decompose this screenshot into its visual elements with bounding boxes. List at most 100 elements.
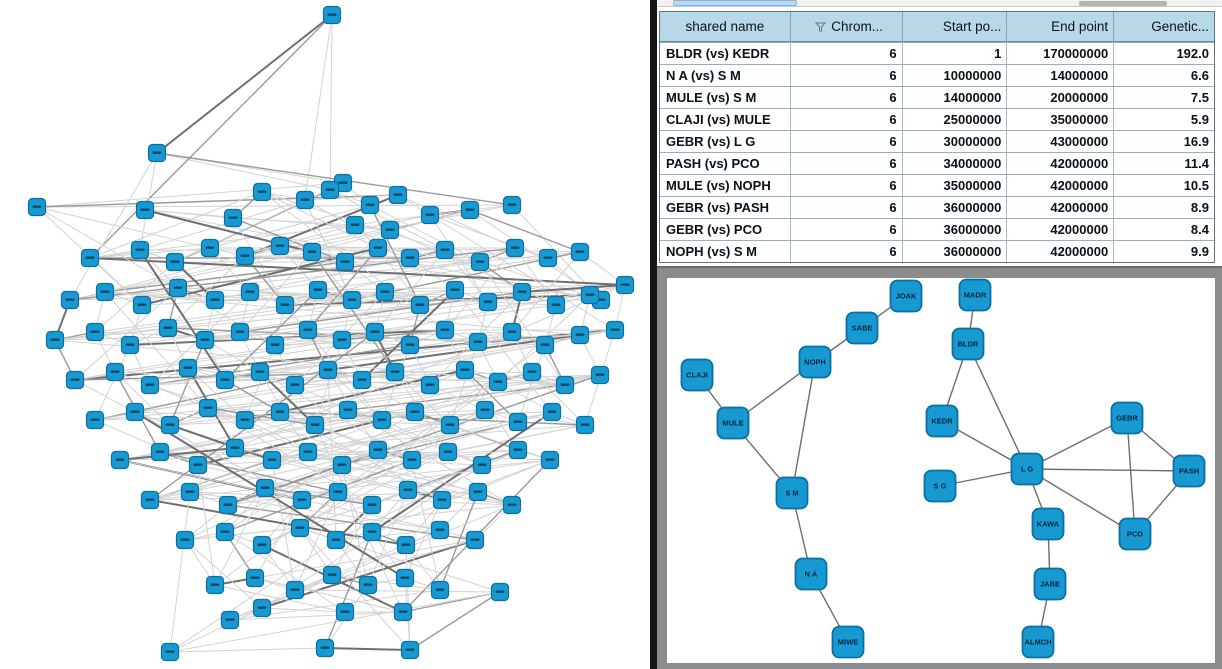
table-cell[interactable]: 192.0 — [1176, 46, 1209, 61]
graph-node[interactable]: N A — [794, 557, 828, 591]
table-row[interactable]: GEBR (vs) PCO 6 36000000 42000000 8.4 — [660, 218, 1214, 240]
graph-node[interactable] — [538, 248, 558, 268]
graph-node[interactable] — [132, 295, 152, 315]
table-cell[interactable]: NOPH (vs) S M — [660, 241, 791, 262]
graph-node[interactable]: S G — [923, 469, 957, 503]
table-row[interactable]: GEBR (vs) L G 6 30000000 43000000 16.9 — [660, 130, 1214, 152]
graph-node[interactable] — [332, 455, 352, 475]
graph-node[interactable] — [502, 322, 522, 342]
table-cell[interactable]: 11.4 — [1184, 156, 1209, 171]
graph-node[interactable] — [478, 292, 498, 312]
table-cell[interactable]: 10000000 — [903, 65, 1008, 86]
graph-node[interactable] — [508, 440, 528, 460]
graph-node[interactable]: S M — [775, 476, 809, 510]
graph-node[interactable] — [410, 295, 430, 315]
graph-node[interactable] — [178, 358, 198, 378]
graph-node[interactable] — [540, 450, 560, 470]
graph-node[interactable] — [218, 495, 238, 515]
graph-node[interactable] — [430, 520, 450, 540]
graph-node[interactable] — [358, 575, 378, 595]
graph-node[interactable] — [298, 320, 318, 340]
table-cell[interactable]: 9.9 — [1190, 244, 1209, 259]
table-cell[interactable]: 14000000 — [1007, 65, 1115, 86]
overview-network-canvas[interactable] — [0, 0, 650, 669]
graph-node[interactable] — [420, 375, 440, 395]
graph-node[interactable] — [195, 330, 215, 350]
graph-node[interactable] — [368, 440, 388, 460]
graph-node[interactable] — [175, 530, 195, 550]
graph-node[interactable] — [468, 482, 488, 502]
graph-edge[interactable] — [1026, 417, 1128, 470]
table-cell[interactable]: 6 — [791, 219, 903, 240]
table-cell[interactable]: 6 — [791, 197, 903, 218]
graph-node[interactable] — [295, 190, 315, 210]
graph-node[interactable] — [440, 415, 460, 435]
table-cell[interactable]: N A (vs) S M — [660, 65, 791, 86]
table-cell[interactable]: 36000000 — [903, 197, 1008, 218]
graph-node[interactable] — [570, 325, 590, 345]
graph-edge[interactable] — [1126, 417, 1136, 535]
graph-node[interactable] — [352, 370, 372, 390]
table-cell[interactable]: 20000000 — [1007, 87, 1115, 108]
graph-node[interactable] — [460, 200, 480, 220]
graph-node[interactable] — [342, 290, 362, 310]
graph-node[interactable] — [262, 450, 282, 470]
graph-node[interactable] — [522, 362, 542, 382]
graph-node[interactable] — [225, 438, 245, 458]
table-cell[interactable]: 6 — [791, 65, 903, 86]
graph-node[interactable] — [360, 195, 380, 215]
graph-node[interactable] — [205, 575, 225, 595]
graph-node[interactable]: PCO — [1118, 517, 1152, 551]
graph-node[interactable] — [488, 372, 508, 392]
graph-node[interactable] — [95, 282, 115, 302]
graph-node[interactable] — [542, 402, 562, 422]
graph-node[interactable] — [400, 335, 420, 355]
graph-node[interactable] — [180, 482, 200, 502]
table-cell[interactable]: 35000000 — [1007, 109, 1115, 130]
table-row[interactable]: MULE (vs) S M 6 14000000 20000000 7.5 — [660, 86, 1214, 108]
graph-node[interactable] — [235, 246, 255, 266]
table-cell[interactable]: CLAJI (vs) MULE — [660, 109, 791, 130]
graph-node[interactable] — [252, 182, 272, 202]
graph-node[interactable] — [308, 280, 328, 300]
detail-network-canvas[interactable]: JOAK SABE NOPH CLAJI MULE S M N A MIWE MADR BLDR K… — [667, 278, 1215, 663]
graph-node[interactable] — [215, 370, 235, 390]
graph-node[interactable] — [430, 580, 450, 600]
table-cell[interactable]: 6 — [791, 109, 903, 130]
graph-node[interactable] — [502, 495, 522, 515]
graph-node[interactable] — [302, 242, 322, 262]
graph-node[interactable] — [512, 282, 532, 302]
table-cell[interactable]: 34000000 — [903, 153, 1008, 174]
graph-node[interactable] — [160, 415, 180, 435]
graph-node[interactable]: SABE — [845, 311, 879, 345]
graph-node[interactable] — [465, 530, 485, 550]
graph-node[interactable] — [285, 580, 305, 600]
graph-node[interactable] — [375, 282, 395, 302]
graph-node[interactable] — [590, 365, 610, 385]
scrollbar-thumb-secondary[interactable] — [1079, 1, 1167, 6]
graph-node[interactable] — [335, 602, 355, 622]
table-cell[interactable]: 14000000 — [903, 87, 1008, 108]
graph-node[interactable] — [420, 205, 440, 225]
graph-node[interactable] — [245, 568, 265, 588]
table-cell[interactable]: 25000000 — [903, 109, 1008, 130]
table-cell[interactable]: 42000000 — [1007, 153, 1115, 174]
graph-node[interactable] — [432, 490, 452, 510]
table-cell[interactable]: MULE (vs) S M — [660, 87, 791, 108]
graph-node[interactable] — [45, 330, 65, 350]
column-header[interactable]: shared name — [660, 12, 791, 41]
column-header[interactable]: Chrom... — [791, 12, 903, 41]
table-cell[interactable]: GEBR (vs) PCO — [660, 219, 791, 240]
table-cell[interactable]: 6 — [791, 131, 903, 152]
graph-node[interactable]: NOPH — [798, 345, 832, 379]
graph-node[interactable]: L G — [1010, 452, 1044, 486]
graph-node[interactable] — [535, 335, 555, 355]
table-row[interactable]: PASH (vs) PCO 6 34000000 42000000 11.4 — [660, 152, 1214, 174]
overview-network-panel[interactable] — [0, 0, 650, 669]
table-cell[interactable]: 42000000 — [1007, 241, 1115, 262]
graph-node[interactable] — [188, 455, 208, 475]
column-header[interactable]: End point — [1007, 12, 1115, 41]
table-row[interactable]: BLDR (vs) KEDR 6 1 170000000 192.0 — [660, 42, 1214, 64]
graph-node[interactable]: ALMCH — [1021, 625, 1055, 659]
graph-node[interactable] — [435, 320, 455, 340]
